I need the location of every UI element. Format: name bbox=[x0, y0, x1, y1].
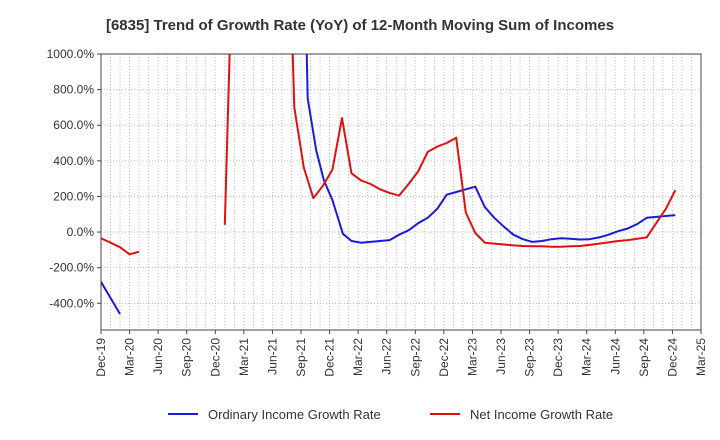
x-tick-label: Dec-21 bbox=[323, 338, 337, 377]
x-tick-label: Mar-22 bbox=[351, 338, 365, 376]
x-tick-label: Dec-19 bbox=[94, 338, 108, 377]
series-line-segment bbox=[101, 281, 121, 315]
x-tick-label: Dec-24 bbox=[665, 338, 679, 377]
x-tick-label: Dec-22 bbox=[437, 338, 451, 377]
x-tick-label: Jun-23 bbox=[494, 338, 508, 375]
x-tick-label: Jun-21 bbox=[265, 338, 279, 375]
x-tick-label: Dec-23 bbox=[551, 338, 565, 377]
x-tick-label: Jun-20 bbox=[151, 338, 165, 375]
x-tick-label: Sep-22 bbox=[408, 338, 422, 377]
plot-border bbox=[100, 53, 702, 331]
chart-title: [6835] Trend of Growth Rate (YoY) of 12-… bbox=[106, 17, 614, 34]
legend-item: Ordinary Income Growth Rate bbox=[168, 407, 381, 422]
x-tick-label: Mar-21 bbox=[237, 338, 251, 376]
series-ordinary-income bbox=[101, 54, 676, 315]
x-axis-ticks: Dec-19 Mar-20 Jun-20 Sep-20 Dec-20 Mar-21 Jun-… bbox=[94, 330, 708, 377]
x-tick-label: Mar-24 bbox=[580, 338, 594, 376]
y-tick-label: 200.0% bbox=[53, 189, 94, 203]
legend-label: Net Income Growth Rate bbox=[470, 407, 613, 422]
x-tick-label: Mar-23 bbox=[465, 338, 479, 376]
series-lines bbox=[101, 54, 677, 315]
series-line-segment bbox=[291, 54, 677, 248]
axes bbox=[100, 53, 702, 331]
x-tick-label: Sep-23 bbox=[523, 338, 537, 377]
legend-label: Ordinary Income Growth Rate bbox=[208, 407, 381, 422]
series-line-segment bbox=[223, 54, 231, 225]
x-tick-label: Mar-25 bbox=[694, 338, 708, 376]
x-tick-label: Jun-22 bbox=[380, 338, 394, 375]
y-axis-ticks: 1000.0% 800.0% 600.0% 400.0% 200.0% 0.0% -200.… bbox=[47, 47, 101, 310]
y-tick-label: 800.0% bbox=[53, 83, 94, 97]
y-tick-label: 600.0% bbox=[53, 118, 94, 132]
x-tick-label: Sep-24 bbox=[637, 338, 651, 377]
x-tick-label: Mar-20 bbox=[123, 338, 137, 376]
series-net-income bbox=[101, 54, 677, 256]
y-tick-label: -200.0% bbox=[49, 261, 94, 275]
y-tick-label: 400.0% bbox=[53, 154, 94, 168]
y-tick-label: 0.0% bbox=[67, 225, 95, 239]
legend-item: Net Income Growth Rate bbox=[430, 407, 613, 422]
x-tick-label: Sep-21 bbox=[294, 338, 308, 377]
y-tick-label: 1000.0% bbox=[47, 47, 95, 61]
series-line-segment bbox=[305, 54, 676, 244]
series-line-segment bbox=[101, 237, 140, 256]
x-tick-label: Dec-20 bbox=[208, 338, 222, 377]
x-tick-label: Jun-24 bbox=[608, 338, 622, 375]
y-tick-label: -400.0% bbox=[49, 296, 94, 310]
legend: Ordinary Income Growth Rate Net Income Gr… bbox=[168, 407, 613, 422]
x-tick-label: Sep-20 bbox=[180, 338, 194, 377]
